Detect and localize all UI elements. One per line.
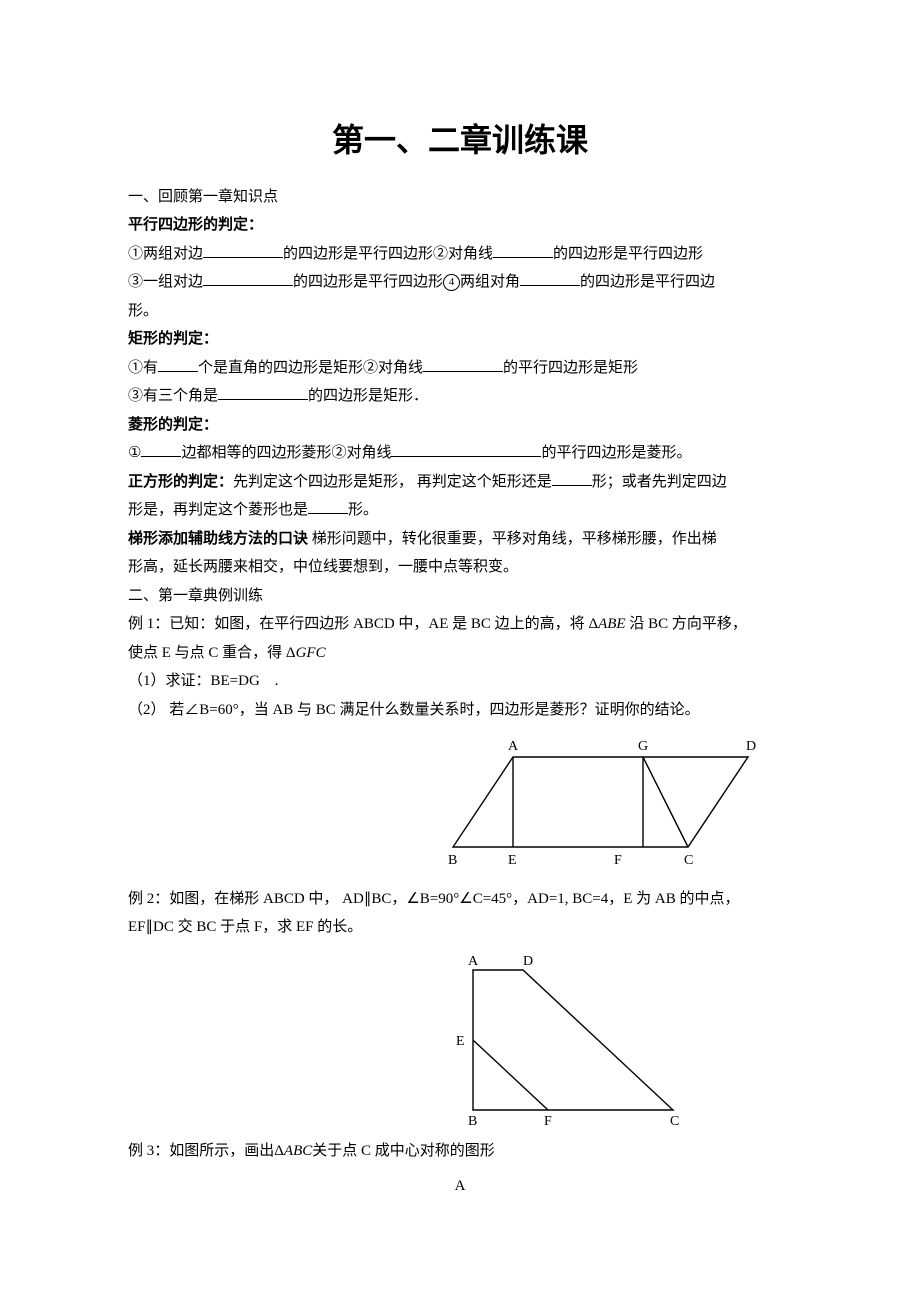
text: 的四边形是平行四边形②对角线 xyxy=(283,246,493,262)
example-2-line-2: EF∥DC 交 BC 于点 F，求 EF 的长。 xyxy=(128,913,792,942)
text: 例 1：已知：如图，在平行四边形 ABCD 中，AE 是 BC 边上的高，将 xyxy=(128,616,588,632)
blank xyxy=(423,356,503,372)
text: ① xyxy=(128,445,141,461)
text: 的平行四边形是矩形 xyxy=(503,360,638,376)
text: 沿 BC 方向平移， xyxy=(626,616,747,632)
figure-1-parallelogram: A G D B E F C xyxy=(448,732,748,883)
text: 边都相等的四边形菱形②对角线 xyxy=(181,445,391,461)
label-B: B xyxy=(448,853,457,868)
text: 的四边形是平行四边形 xyxy=(553,246,703,262)
example-1-q1: （1）求证：BE=DG . xyxy=(128,667,792,696)
figure-2-trapezoid: A D E B F C xyxy=(448,950,668,1136)
figure-1-svg: A G D B E F C xyxy=(448,732,778,872)
text: 形。 xyxy=(348,502,378,518)
parallelogram-line-3: 形。 xyxy=(128,297,792,326)
parallelogram-heading: 平行四边形的判定： xyxy=(128,211,792,240)
label-D: D xyxy=(746,739,756,754)
blank xyxy=(391,441,541,457)
blank xyxy=(493,242,553,258)
rectangle-line-2: ③有三个角是 的四边形是矩形． xyxy=(128,382,792,411)
text: 形；或者先判定四边 xyxy=(592,474,727,490)
rhombus-line-1: ① 边都相等的四边形菱形②对角线 的平行四边形是菱形。 xyxy=(128,439,792,468)
text: 的平行四边形是菱形。 xyxy=(541,445,691,461)
label-E: E xyxy=(456,1034,465,1049)
blank xyxy=(203,242,283,258)
square-line-1: 正方形的判定：先判定这个四边形是矩形， 再判定这个矩形还是 形；或者先判定四边 xyxy=(128,468,792,497)
label-F: F xyxy=(544,1114,552,1125)
worksheet-page: 第一、二章训练课 一、回顾第一章知识点 平行四边形的判定： ①两组对边的四边形是… xyxy=(0,0,920,1240)
blank xyxy=(552,470,592,486)
text: 使点 E 与点 C 重合，得 xyxy=(128,645,286,661)
triangle-symbol: Δ xyxy=(286,645,296,661)
triangle-abc: ABC xyxy=(284,1143,312,1159)
label-B: B xyxy=(468,1114,477,1125)
section-2-heading: 二、第一章典例训练 xyxy=(128,582,792,611)
text: ③一组对边 xyxy=(128,274,203,290)
text: 梯形问题中，转化很重要，平移对角线，平移梯形腰，作出梯 xyxy=(308,531,717,547)
blank xyxy=(203,270,293,286)
section-1-heading: 一、回顾第一章知识点 xyxy=(128,183,792,212)
text: 的四边形是平行四边形 xyxy=(293,274,443,290)
example-1-line-2: 使点 E 与点 C 重合，得 ΔGFC xyxy=(128,639,792,668)
text: 关于点 C 成中心对称的图形 xyxy=(312,1143,495,1159)
figure-3-label-A: A xyxy=(128,1172,792,1201)
text: 两组对角 xyxy=(460,274,520,290)
text: 的四边形是矩形． xyxy=(308,388,428,404)
text: ③有三个角是 xyxy=(128,388,218,404)
label-G: G xyxy=(638,739,648,754)
text: ①有 xyxy=(128,360,158,376)
triangle-symbol: Δ xyxy=(588,616,598,632)
page-title: 第一、二章训练课 xyxy=(128,110,792,171)
triangle-abe: ABE xyxy=(598,616,626,632)
circled-4-icon: 4 xyxy=(443,274,460,291)
rectangle-line-1: ①有 个是直角的四边形是矩形②对角线 的平行四边形是矩形 xyxy=(128,354,792,383)
label-A: A xyxy=(468,954,479,969)
square-line-2: 形是，再判定这个菱形也是 形。 xyxy=(128,496,792,525)
trapezoid-line-2: 形高，延长两腰来相交，中位线要想到，一腰中点等积变。 xyxy=(128,553,792,582)
text: 形是，再判定这个菱形也是 xyxy=(128,502,308,518)
blank xyxy=(520,270,580,286)
triangle-gfc: GFC xyxy=(296,645,326,661)
rhombus-heading: 菱形的判定： xyxy=(128,411,792,440)
example-3-line-1: 例 3：如图所示，画出ΔABC关于点 C 成中心对称的图形 xyxy=(128,1137,792,1166)
blank xyxy=(158,356,198,372)
figure-2-svg: A D E B F C xyxy=(448,950,688,1125)
label-E: E xyxy=(508,853,517,868)
label-F: F xyxy=(614,853,622,868)
text: 例 3：如图所示，画出 xyxy=(128,1143,274,1159)
text: 个是直角的四边形是矩形②对角线 xyxy=(198,360,423,376)
blank xyxy=(218,384,308,400)
parallelogram-line-2: ③一组对边 的四边形是平行四边形4两组对角 的四边形是平行四边 xyxy=(128,268,792,297)
example-1-q2: （2） 若∠B=60°，当 AB 与 BC 满足什么数量关系时，四边形是菱形？证… xyxy=(128,696,792,725)
blank xyxy=(308,498,348,514)
label-D: D xyxy=(523,954,533,969)
text: ①两组对边 xyxy=(128,246,203,262)
triangle-symbol: Δ xyxy=(274,1143,284,1159)
trapezoid-line-1: 梯形添加辅助线方法的口诀 梯形问题中，转化很重要，平移对角线，平移梯形腰，作出梯 xyxy=(128,525,792,554)
label-A: A xyxy=(508,739,519,754)
example-1-line-1: 例 1：已知：如图，在平行四边形 ABCD 中，AE 是 BC 边上的高，将 Δ… xyxy=(128,610,792,639)
label-C: C xyxy=(670,1114,679,1125)
square-heading: 正方形的判定： xyxy=(128,474,233,490)
example-2-line-1: 例 2：如图，在梯形 ABCD 中， AD∥BC，∠B=90°∠C=45°，AD… xyxy=(128,885,792,914)
text: 的四边形是平行四边 xyxy=(580,274,715,290)
text: 先判定这个四边形是矩形， 再判定这个矩形还是 xyxy=(233,474,552,490)
rectangle-heading: 矩形的判定： xyxy=(128,325,792,354)
trapezoid-heading: 梯形添加辅助线方法的口诀 xyxy=(128,531,308,547)
parallelogram-line-1: ①两组对边 的四边形是平行四边形②对角线 的四边形是平行四边形 xyxy=(128,240,792,269)
blank xyxy=(141,441,181,457)
label-C: C xyxy=(684,853,693,868)
